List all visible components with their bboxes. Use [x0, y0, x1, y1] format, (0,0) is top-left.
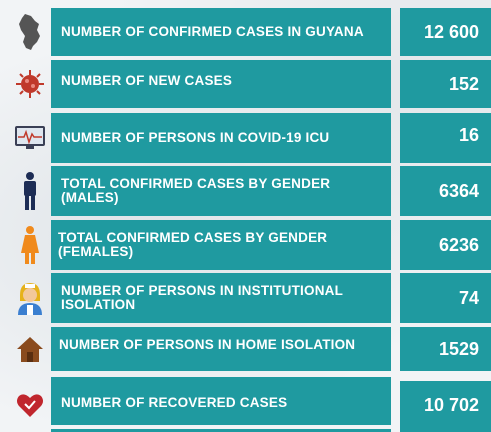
male-icon: [10, 171, 50, 211]
new-cases-value: 152: [400, 60, 491, 108]
recovered-value: 10 702: [400, 381, 491, 429]
female-icon: [10, 225, 50, 265]
confirmed-cases-label: NUMBER OF CONFIRMED CASES IN GUYANA: [51, 8, 391, 56]
institutional-isolation-label: NUMBER OF PERSONS IN INSTITUTIONAL ISOLA…: [51, 273, 391, 323]
stat-row-males: TOTAL CONFIRMED CASES BY GENDER (MALES) …: [0, 166, 491, 216]
stat-row-home: NUMBER OF PERSONS IN HOME ISOLATION 1529: [0, 327, 491, 371]
males-value: 6364: [400, 166, 491, 216]
males-label: TOTAL CONFIRMED CASES BY GENDER (MALES): [51, 166, 391, 216]
home-isolation-value: 1529: [400, 327, 491, 371]
nurse-icon: [10, 278, 50, 318]
stat-row-recovered: NUMBER OF RECOVERED CASES 10 702: [0, 377, 491, 432]
next-row-label-edge: [51, 429, 391, 432]
confirmed-cases-value: 12 600: [400, 8, 491, 56]
next-row-value-edge: [400, 429, 491, 432]
house-icon: [10, 329, 50, 369]
stat-row-institutional: NUMBER OF PERSONS IN INSTITUTIONAL ISOLA…: [0, 273, 491, 323]
home-isolation-label: NUMBER OF PERSONS IN HOME ISOLATION: [51, 327, 391, 371]
icu-value: 16: [400, 113, 491, 163]
guyana-map-icon: [10, 12, 50, 52]
females-label: TOTAL CONFIRMED CASES BY GENDER (FEMALES…: [51, 220, 391, 270]
heart-hand-icon: [10, 385, 50, 425]
new-cases-label: NUMBER OF NEW CASES: [51, 60, 391, 108]
stat-row-confirmed: NUMBER OF CONFIRMED CASES IN GUYANA 12 6…: [0, 8, 491, 56]
institutional-isolation-value: 74: [400, 273, 491, 323]
recovered-label: NUMBER OF RECOVERED CASES: [51, 377, 391, 425]
stat-row-females: TOTAL CONFIRMED CASES BY GENDER (FEMALES…: [0, 220, 491, 270]
females-value: 6236: [400, 220, 491, 270]
virus-icon: [10, 64, 50, 104]
stat-row-new: NUMBER OF NEW CASES 152: [0, 60, 491, 108]
icu-monitor-icon: [10, 118, 50, 158]
stat-row-icu: NUMBER OF PERSONS IN COVID-19 ICU 16: [0, 113, 491, 163]
icu-label: NUMBER OF PERSONS IN COVID-19 ICU: [51, 113, 391, 163]
